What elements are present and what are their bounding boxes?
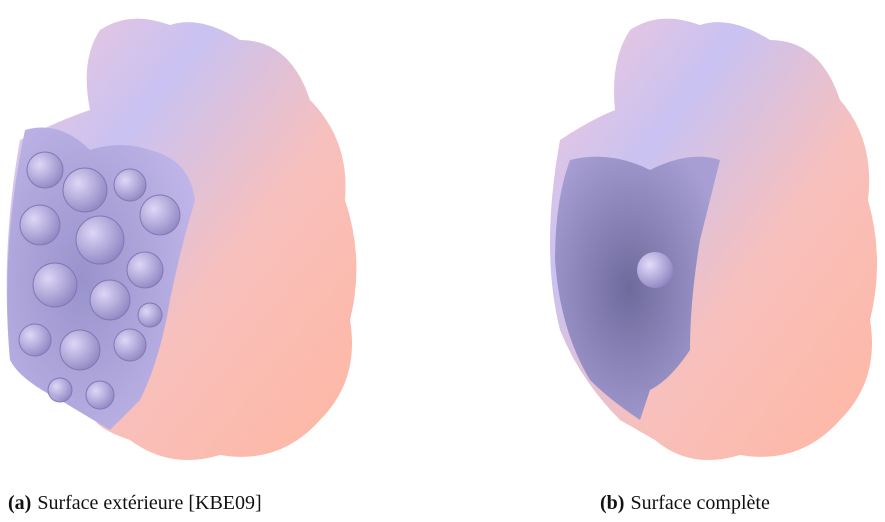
- caption-a: (a) Surface extérieure [KBE09]: [8, 492, 262, 515]
- caption-label: (a): [8, 492, 31, 514]
- caption-text: Surface complète: [630, 492, 769, 514]
- caption-text: Surface extérieure [KBE09]: [37, 492, 261, 514]
- figure-images: [0, 0, 885, 480]
- caption-label: (b): [600, 492, 624, 514]
- page: (a) Surface extérieure [KBE09] (b) Surface…: [0, 0, 885, 522]
- surface-a: [7, 19, 357, 460]
- caption-b: (b) Surface complète: [600, 492, 770, 515]
- surface-b: [550, 19, 877, 460]
